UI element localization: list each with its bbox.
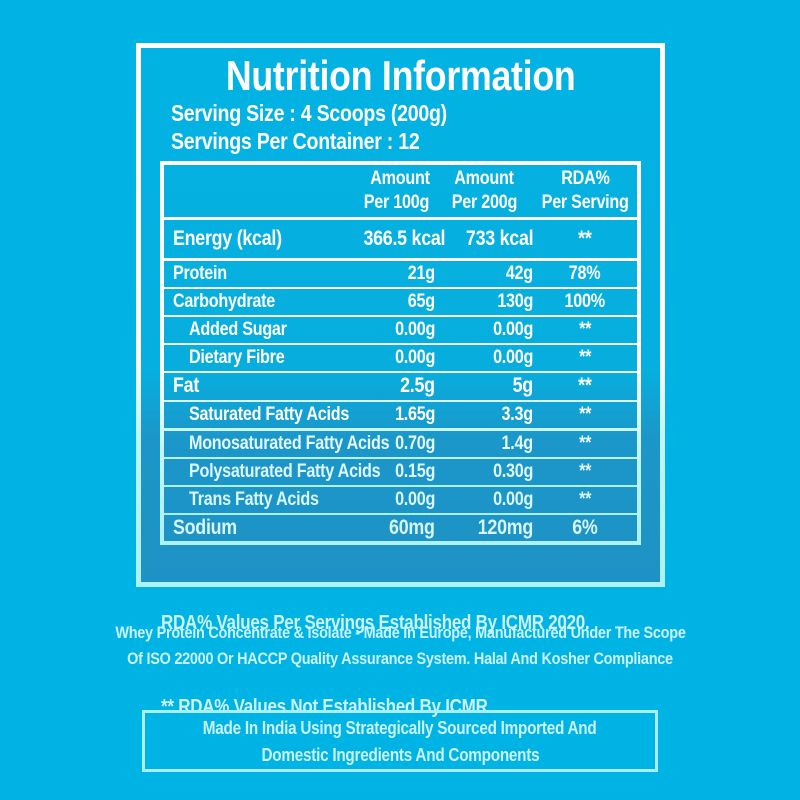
serving-size-line: Serving Size : 4 Scoops (200g) [171, 99, 447, 126]
table-row-polysaturated-fatty-acids: Polysaturated Fatty Acids 0.15g 0.30g ** [164, 459, 637, 487]
table-row-carbohydrate: Carbohydrate 65g 130g 100% [164, 289, 637, 317]
table-row-saturated-fatty-acids: Saturated Fatty Acids 1.65g 3.3g ** [164, 402, 637, 431]
made-in-india-line-1: Made In India Using Strategically Source… [203, 718, 597, 738]
product-description: Whey Protein Concentrate & Isolate - Mad… [0, 620, 800, 672]
nutrition-label-outer-box: Nutrition Information Serving Size : 4 S… [136, 43, 665, 718]
nutrition-table: Amount Per 100g Amount Per 200g RDA% Per… [164, 164, 637, 541]
made-in-india-box: Made In India Using Strategically Source… [142, 710, 658, 772]
table-row-energy: Energy (kcal) 366.5 kcal 733 kcal ** [164, 220, 637, 261]
table-row-trans-fatty-acids: Trans Fatty Acids 0.00g 0.00g ** [164, 487, 637, 515]
page-title: Nutrition Information [141, 52, 660, 99]
table-row-monosaturated-fatty-acids: Monosaturated Fatty Acids 0.70g 1.4g ** [164, 431, 637, 459]
nutrition-table-border: Amount Per 100g Amount Per 200g RDA% Per… [160, 160, 641, 545]
servings-per-container-line: Servings Per Container : 12 [171, 127, 420, 154]
header-amount-per-100g: Amount Per 100g [363, 167, 430, 213]
page-title-text: Nutrition Information [225, 52, 576, 99]
description-line-1: Whey Protein Concentrate & Isolate - Mad… [114, 623, 686, 642]
footnote-rda-established: RDA% Values Per Servings Established By … [161, 611, 590, 634]
description-line-2: Of ISO 22000 Or HACCP Quality Assurance … [127, 649, 673, 668]
table-row-fat: Fat 2.5g 5g ** [164, 373, 637, 402]
header-rda-per-serving: RDA% Per Serving [541, 167, 629, 213]
nutrition-label-content: Nutrition Information Serving Size : 4 S… [141, 48, 660, 718]
table-row-protein: Protein 21g 42g 78% [164, 261, 637, 289]
header-amount-per-200g: Amount Per 200g [451, 167, 517, 213]
table-row-sodium: Sodium 60mg 120mg 6% [173, 515, 598, 539]
table-header-row: Amount Per 100g Amount Per 200g RDA% Per… [164, 165, 637, 220]
table-row-dietary-fibre: Dietary Fibre 0.00g 0.00g ** [164, 345, 637, 373]
made-in-india-line-2: Domestic Ingredients And Components [261, 745, 539, 765]
table-row-added-sugar: Added Sugar 0.00g 0.00g ** [164, 317, 637, 345]
